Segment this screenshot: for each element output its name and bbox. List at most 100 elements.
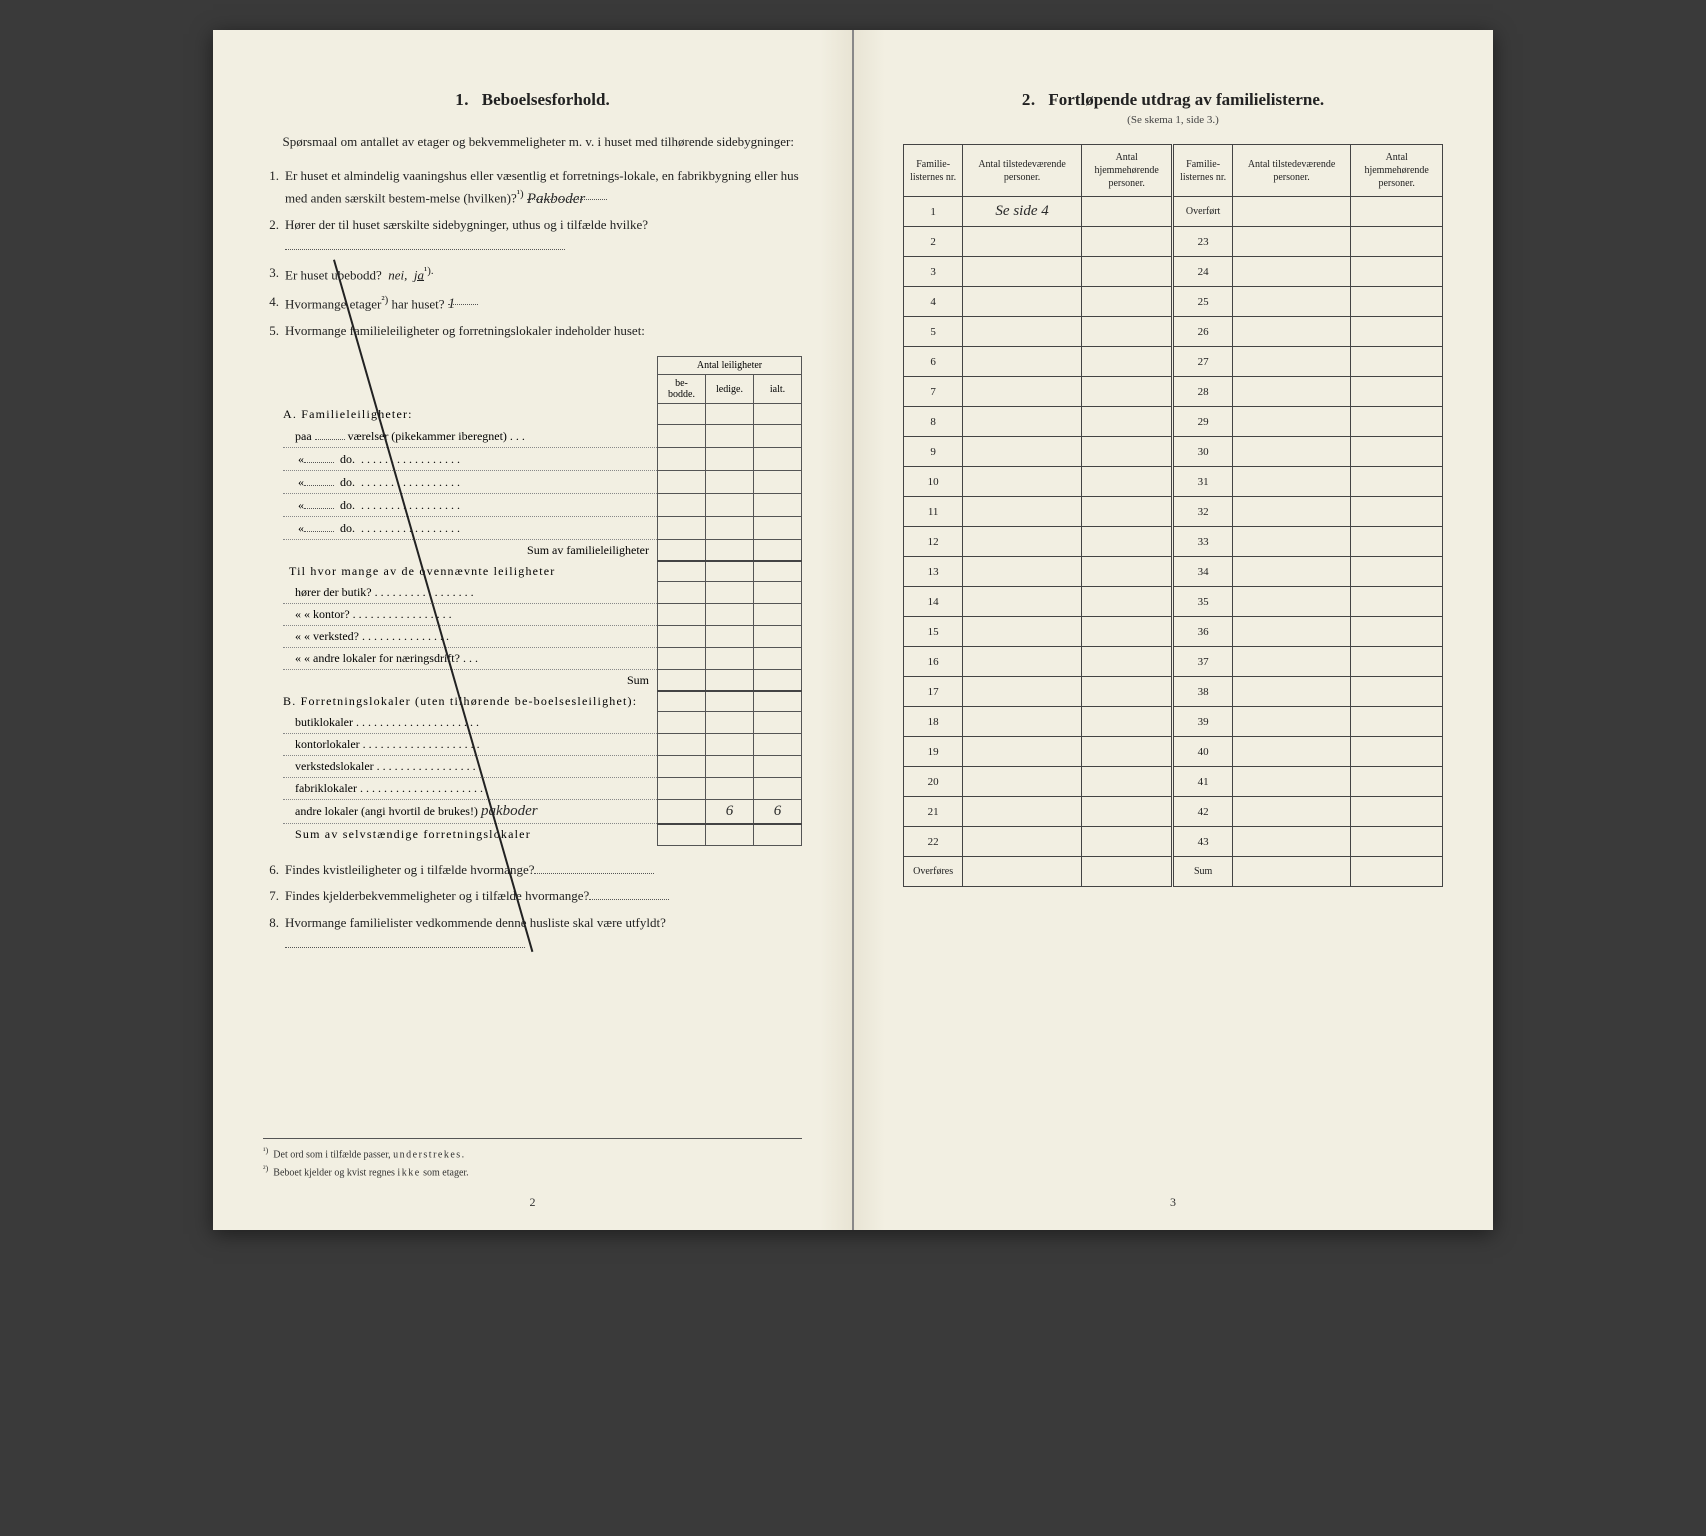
row-a-right: [1232, 707, 1351, 737]
row-b-left: [1081, 647, 1173, 677]
fn2-sup: ²): [263, 1164, 268, 1173]
row-nr-left: 9: [904, 437, 963, 467]
b-line-3: verkstedslokaler . . . . . . . . . . . .…: [283, 755, 802, 777]
a-blank: [304, 451, 334, 463]
row-a-right: [1232, 437, 1351, 467]
a-do-desc: « do. . . . . . . . . . . . . . . . . .: [283, 447, 658, 470]
row-nr-left: 3: [904, 257, 963, 287]
q4-pre: Hvormange etager: [285, 296, 381, 311]
b5-val-ledige: 6: [706, 799, 754, 824]
row-a-left: [963, 737, 1082, 767]
a-do: do.: [340, 452, 355, 466]
row-a-left: [963, 467, 1082, 497]
a-do: do.: [340, 475, 355, 489]
row-nr-right: 42: [1173, 797, 1232, 827]
a-blank: [304, 474, 334, 486]
right-page-number: 3: [853, 1195, 1493, 1210]
row-nr-left: 15: [904, 617, 963, 647]
a-cell: [754, 582, 802, 604]
row-b-left: [1081, 497, 1173, 527]
table-row: 2243: [904, 827, 1443, 857]
row-nr-right: 34: [1173, 557, 1232, 587]
row-b-right: [1351, 497, 1443, 527]
left-section-number: 1.: [455, 90, 469, 109]
q7-number: 7.: [263, 886, 285, 907]
a-cell: [706, 582, 754, 604]
row-nr-left: 5: [904, 317, 963, 347]
question-6: 6. Findes kvistleiligheter og i tilfælde…: [263, 860, 802, 881]
a-cell: [706, 539, 754, 561]
q5-text: Hvormange familieleiligheter og forretni…: [285, 321, 802, 342]
mini-header-group: Antal leiligheter: [658, 357, 802, 375]
row-nr-right: 32: [1173, 497, 1232, 527]
table-row: 3 24: [904, 257, 1443, 287]
book-spine: [852, 30, 854, 1230]
col-b-left: Antal hjemmehørende personer.: [1081, 145, 1173, 197]
a-cell: [754, 447, 802, 470]
row-b-right: [1351, 767, 1443, 797]
right-subtitle: (Se skema 1, side 3.): [903, 114, 1443, 126]
b-sum-label: Sum av selvstændige forretningslokaler: [283, 824, 658, 846]
b-label: B. Forretningslokaler (uten tilhørende b…: [283, 691, 658, 712]
q6-number: 6.: [263, 860, 285, 881]
row-a-right: [1232, 587, 1351, 617]
a-cell: [658, 603, 706, 625]
fn1-spaced: understrekes.: [393, 1150, 466, 1161]
a-cell: [754, 669, 802, 691]
a-cell: [658, 447, 706, 470]
row-a-left: [963, 437, 1082, 467]
row-nr-right: 39: [1173, 707, 1232, 737]
row-b-right: [1351, 707, 1443, 737]
b-line-5: andre lokaler (angi hvortil de brukes!) …: [283, 799, 802, 824]
a-sub-intro: Til hvor mange av de ovennævnte leilighe…: [283, 561, 658, 582]
a-cell: [658, 582, 706, 604]
a-cell: [706, 625, 754, 647]
a-sum-label: Sum av familieleiligheter: [283, 539, 658, 561]
row-a-left: [963, 497, 1082, 527]
row-b-left: [1081, 257, 1173, 287]
row-nr-right: 30: [1173, 437, 1232, 467]
a-do-desc: « do. . . . . . . . . . . . . . . . . .: [283, 516, 658, 539]
mini-table-inner: Antal leiligheter be-bodde. ledige. ialt…: [283, 356, 802, 846]
mini-h2: ledige.: [706, 375, 754, 404]
q1-handwriting: Pakboder: [527, 191, 585, 207]
b-cell: [658, 691, 706, 712]
row-b-left: [1081, 737, 1173, 767]
right-section-heading: Fortløpende utdrag av familielisterne.: [1048, 90, 1324, 109]
row-nr-right: 31: [1173, 467, 1232, 497]
a-blank: [304, 497, 334, 509]
q1-blank: Pakboder: [527, 187, 607, 200]
row-nr-left: 6: [904, 347, 963, 377]
a-cell: [658, 470, 706, 493]
a-sub-4: « « andre lokaler for næringsdrift? . . …: [283, 647, 802, 669]
row-nr-right: 24: [1173, 257, 1232, 287]
page-right: 2. Fortløpende utdrag av familielisterne…: [853, 30, 1493, 1230]
a-do-desc: « do. . . . . . . . . . . . . . . . . .: [283, 493, 658, 516]
a-cell: [754, 603, 802, 625]
b-cell: [658, 712, 706, 734]
a-sub1-text: hører der butik?: [295, 585, 372, 599]
a-sub3-text: « « verksted?: [295, 629, 359, 643]
row-a-left: [963, 407, 1082, 437]
q1-text: Er huset et almindelig vaaningshus eller…: [285, 166, 802, 210]
left-section-heading: Beboelsesforhold.: [482, 90, 610, 109]
a-cell: [706, 669, 754, 691]
table-row: 2142: [904, 797, 1443, 827]
q3-nei: nei,: [388, 267, 407, 282]
b-sum-row: Sum av selvstændige forretningslokaler: [283, 824, 802, 846]
footnote-1: ¹) Det ord som i tilfælde passer, unders…: [263, 1145, 802, 1162]
q8-text: Hvormange familielister vedkommende denn…: [285, 913, 802, 955]
q8-number: 8.: [263, 913, 285, 955]
question-2: 2. Hører der til huset særskilte sidebyg…: [263, 215, 802, 257]
row-a-right: [1232, 677, 1351, 707]
row-b-left: [1081, 767, 1173, 797]
a-cell: [754, 625, 802, 647]
b5-val-ialt: 6: [754, 799, 802, 824]
a-cell: [658, 647, 706, 669]
a-sub2-desc: « « kontor? . . . . . . . . . . . . . . …: [283, 603, 658, 625]
row-nr-right: 23: [1173, 227, 1232, 257]
b4-text: fabriklokaler: [295, 781, 357, 795]
table-row: 2041: [904, 767, 1443, 797]
mini-blank-header2: [283, 375, 658, 404]
q3-number: 3.: [263, 263, 285, 286]
